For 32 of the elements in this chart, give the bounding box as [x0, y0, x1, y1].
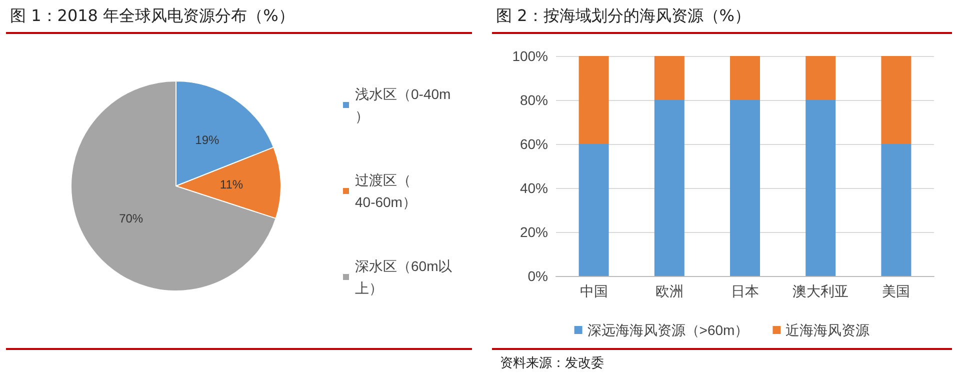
legend-label: 深远海海风资源（>60m）	[587, 322, 749, 338]
bar	[881, 144, 912, 276]
x-tick-label: 美国	[882, 283, 910, 299]
y-tick-label: 60%	[520, 136, 548, 152]
bar	[730, 56, 760, 100]
legend-label: 过渡区（40-60m）	[355, 172, 416, 210]
x-tick-label: 中国	[580, 283, 608, 299]
text: 资料来源：发改委	[492, 348, 952, 378]
bar	[881, 56, 912, 144]
y-tick-label: 20%	[520, 224, 548, 240]
legend-label: 深水区（60m以上）	[355, 258, 452, 296]
legend-label: 近海海风资源	[786, 322, 870, 338]
data-label: 11%	[220, 177, 244, 192]
bar	[578, 144, 609, 276]
bar	[654, 56, 684, 100]
y-tick-label: 100%	[512, 48, 548, 64]
x-tick-label: 日本	[731, 283, 759, 299]
data-label: 19%	[195, 133, 220, 148]
bar	[806, 100, 836, 276]
data-label: 70%	[119, 212, 144, 226]
y-tick-label: 40%	[520, 180, 548, 196]
bar	[578, 56, 609, 144]
chart-title: 图 2：按海域划分的海风资源（%）	[492, 6, 952, 34]
chart-title: 图 1：2018 年全球风电资源分布（%）	[6, 6, 472, 34]
y-tick-label: 0%	[528, 268, 548, 284]
bar	[806, 56, 836, 100]
x-tick-label: 澳大利亚	[792, 283, 849, 299]
y-tick-label: 80%	[520, 92, 548, 108]
legend-label: 浅水区（0-40m）	[355, 86, 451, 124]
x-tick-label: 欧洲	[655, 283, 684, 299]
bar	[730, 100, 760, 276]
bar	[654, 100, 684, 276]
